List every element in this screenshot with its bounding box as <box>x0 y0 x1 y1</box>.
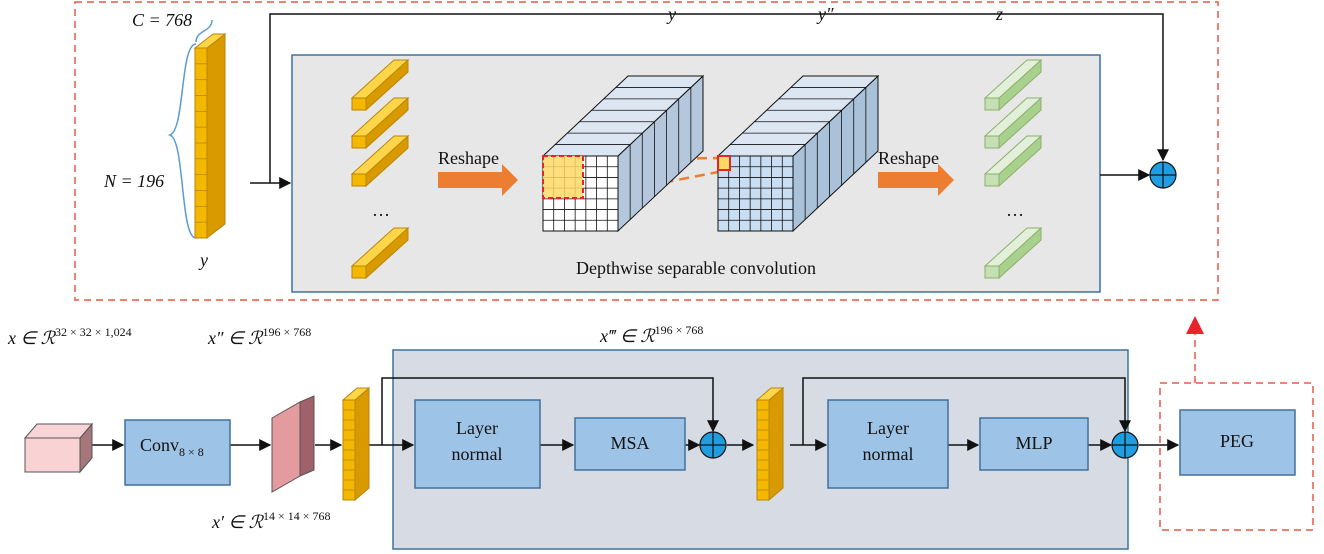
bar-front <box>352 266 366 278</box>
input-cube-front <box>25 438 80 472</box>
block-label: normal <box>452 444 503 464</box>
kernel <box>543 156 583 198</box>
block-label: normal <box>863 444 914 464</box>
feature-map <box>272 402 300 492</box>
c-label: C = 768 <box>132 10 192 30</box>
shape-label: x″ ∈ ℛ196 × 768 <box>207 325 311 348</box>
bar-front <box>352 136 366 148</box>
n-label: N = 196 <box>103 171 164 191</box>
bar-front <box>352 174 366 186</box>
bar-side <box>769 388 783 500</box>
bar-side <box>355 388 369 500</box>
input-label: y <box>198 250 208 270</box>
n-brace <box>170 44 196 238</box>
bar-front <box>352 98 366 110</box>
shape-label: x ∈ ℛ32 × 32 × 1,024 <box>7 325 132 348</box>
kernel-output <box>718 156 730 170</box>
bar-side <box>207 34 225 238</box>
block-label: PEG <box>1220 431 1254 451</box>
shape-label: x′ ∈ ℛ14 × 14 × 768 <box>211 509 331 532</box>
block-label: Layer <box>456 418 498 438</box>
caption: Depthwise separable convolution <box>576 258 816 278</box>
bar-front <box>985 136 999 148</box>
block-label: Layer <box>867 418 909 438</box>
peg-link-head <box>1186 316 1204 334</box>
feature-map-side <box>300 396 314 476</box>
ellipsis: … <box>372 200 390 220</box>
diagram: C = 768 N = 196 y y y″ z Reshape Reshape… <box>0 0 1324 554</box>
cube-label: y <box>666 4 676 24</box>
output-label: z <box>995 4 1003 24</box>
cube-label: y″ <box>816 4 834 24</box>
block-label: MSA <box>610 433 649 453</box>
block-label: MLP <box>1015 433 1052 453</box>
bar-front <box>985 266 999 278</box>
bar-front <box>985 174 999 186</box>
reshape-label: Reshape <box>878 148 939 168</box>
reshape-label: Reshape <box>438 148 499 168</box>
shape-label: x‴ ∈ ℛ196 × 768 <box>599 323 703 346</box>
bar-front <box>985 98 999 110</box>
input-cube-top <box>25 424 92 438</box>
ellipsis: … <box>1006 200 1024 220</box>
